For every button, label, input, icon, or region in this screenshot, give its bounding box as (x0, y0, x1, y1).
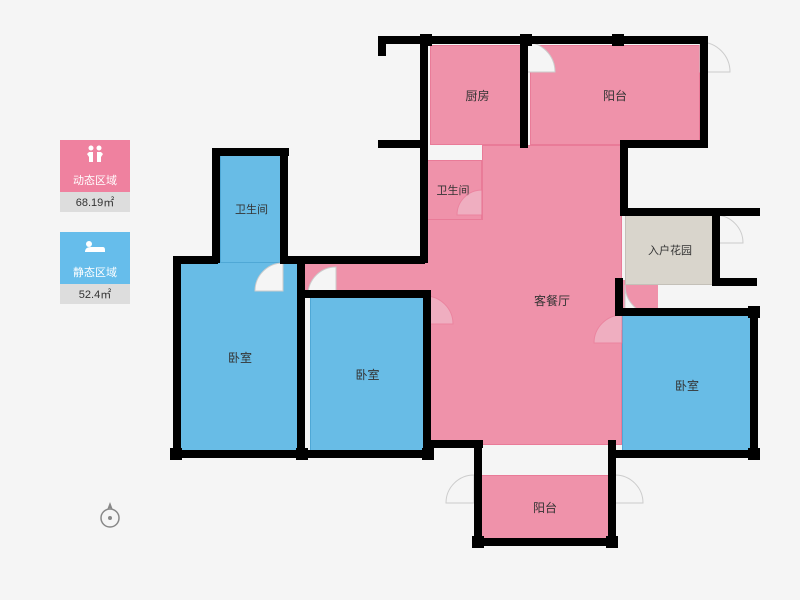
room-balcony-top: 阳台 (530, 45, 700, 145)
wall (748, 448, 760, 460)
wall (625, 140, 707, 148)
floorplan: 厨房 阳台 客餐厅 卫生间 阳台 卫生间 卧室 卧室 卧室 入户花园 (180, 20, 760, 580)
wall (423, 290, 431, 455)
wall (296, 448, 308, 460)
wall (608, 468, 616, 546)
room-bedroom2-label: 卧室 (355, 366, 379, 383)
wall (420, 36, 428, 148)
wall (700, 36, 708, 148)
wall (712, 278, 757, 286)
legend-panel: 动态区域 68.19㎡ 静态区域 52.4㎡ (60, 140, 130, 324)
wall (615, 450, 760, 458)
room-living-label-box: 客餐厅 (482, 280, 622, 320)
room-bathroom2-label: 卫生间 (235, 201, 268, 217)
room-bathroom2: 卫生间 (220, 155, 283, 263)
room-bedroom3-label: 卧室 (675, 377, 699, 394)
room-bathroom1-label: 卫生间 (437, 182, 470, 198)
wall (173, 256, 181, 456)
legend-dynamic: 动态区域 68.19㎡ (60, 140, 130, 212)
wall (302, 290, 427, 298)
room-garden-label: 入户花园 (648, 242, 692, 258)
wall (748, 306, 760, 318)
room-bedroom2: 卧室 (310, 295, 425, 453)
wall (620, 208, 760, 216)
room-balcony-bottom: 阳台 (480, 475, 610, 540)
static-zone-icon (60, 232, 130, 260)
dynamic-zone-icon (60, 140, 130, 168)
wall (212, 148, 289, 156)
compass-icon (95, 500, 125, 535)
room-living-label: 客餐厅 (534, 292, 570, 309)
wall (422, 448, 434, 460)
legend-dynamic-value: 68.19㎡ (60, 192, 130, 212)
wall (280, 148, 288, 263)
wall (474, 468, 482, 546)
legend-static: 静态区域 52.4㎡ (60, 232, 130, 304)
wall (615, 308, 757, 316)
room-living-upper (424, 220, 484, 445)
room-bedroom3: 卧室 (622, 315, 752, 455)
wall (620, 140, 628, 215)
wall (170, 448, 182, 460)
room-balcony-bottom-label: 阳台 (533, 499, 557, 516)
wall (612, 34, 624, 46)
room-balcony-top-label: 阳台 (603, 87, 627, 104)
wall (520, 36, 528, 148)
legend-static-value: 52.4㎡ (60, 284, 130, 304)
wall (712, 210, 720, 285)
room-kitchen: 厨房 (430, 45, 525, 145)
wall (420, 148, 428, 263)
room-bedroom1-label: 卧室 (228, 349, 252, 366)
room-garden: 入户花园 (625, 215, 715, 285)
wall (378, 36, 386, 56)
wall (606, 536, 618, 548)
wall (420, 34, 432, 46)
wall (474, 538, 614, 546)
room-kitchen-label: 厨房 (465, 87, 489, 104)
wall (750, 308, 758, 458)
room-bedroom1: 卧室 (180, 262, 300, 452)
wall (472, 536, 484, 548)
legend-static-label: 静态区域 (60, 260, 130, 284)
room-bathroom1: 卫生间 (424, 160, 482, 220)
legend-dynamic-label: 动态区域 (60, 168, 130, 192)
wall (615, 278, 623, 316)
wall (212, 148, 220, 263)
wall (520, 34, 532, 46)
